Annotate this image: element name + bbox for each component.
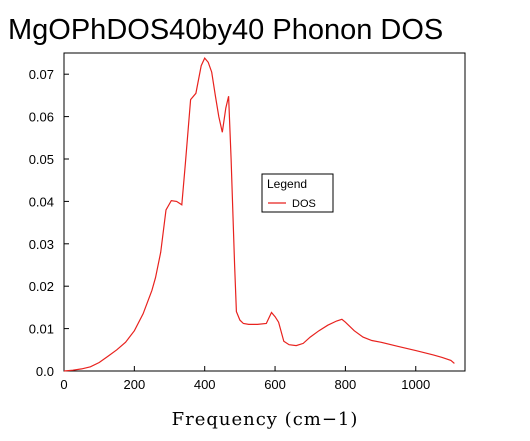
y-tick-label: 0.02 <box>29 279 54 294</box>
legend-title: Legend <box>267 177 307 191</box>
x-tick-label: 200 <box>123 377 145 392</box>
x-tick-label: 600 <box>264 377 286 392</box>
y-tick-label: 0.03 <box>29 237 54 252</box>
legend-box <box>261 173 334 213</box>
y-tick-label: 0.05 <box>29 152 54 167</box>
x-tick-label: 400 <box>194 377 216 392</box>
x-axis-ticks: 0 200 400 600 800 1000 <box>60 366 430 392</box>
series-line-dos <box>63 56 455 372</box>
x-axis-label: Frequency (cm−1) <box>172 409 359 430</box>
y-axis-ticks: 0.0 0.01 0.02 0.03 0.04 0.05 0.06 0.07 <box>29 67 69 379</box>
x-tick-label: 1000 <box>401 377 430 392</box>
y-tick-label: 0.0 <box>36 364 54 379</box>
x-tick-label: 800 <box>335 377 357 392</box>
chart-title: MgOPhDOS40by40 Phonon DOS <box>8 14 443 46</box>
y-tick-label: 0.04 <box>29 194 54 209</box>
legend: Legend DOS <box>261 173 334 213</box>
plot-area <box>63 52 466 372</box>
y-tick-label: 0.01 <box>29 322 54 337</box>
y-tick-label: 0.07 <box>29 67 54 82</box>
legend-label-dos: DOS <box>292 198 316 210</box>
x-tick-label: 0 <box>60 377 67 392</box>
y-tick-label: 0.06 <box>29 110 54 125</box>
